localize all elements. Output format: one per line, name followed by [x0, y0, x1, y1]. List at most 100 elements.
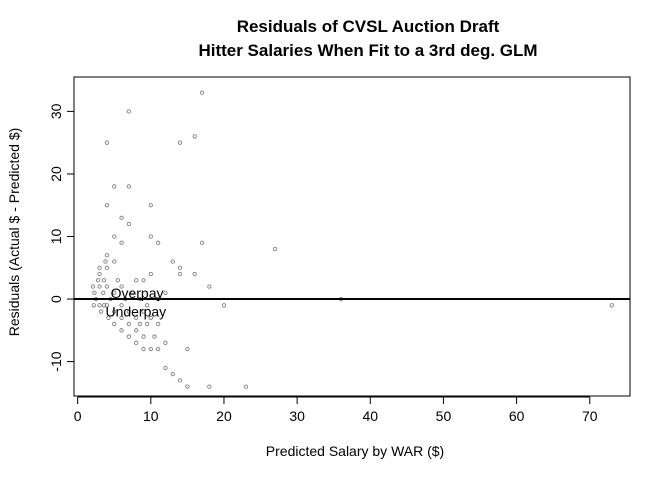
data-point	[97, 271, 102, 277]
data-point	[243, 384, 249, 389]
x-tick-label: 10	[143, 408, 159, 424]
data-point	[112, 290, 117, 295]
data-point	[119, 215, 124, 220]
x-tick-label: 30	[289, 408, 305, 424]
data-point	[148, 346, 153, 352]
data-point	[141, 346, 146, 352]
data-point	[609, 303, 614, 308]
data-point	[115, 278, 121, 283]
data-point	[97, 284, 102, 289]
data-point	[104, 140, 110, 145]
data-point	[177, 140, 183, 145]
data-point	[97, 303, 102, 308]
data-point	[112, 321, 117, 327]
data-point	[134, 328, 139, 333]
data-point	[112, 234, 117, 239]
data-point	[163, 340, 168, 345]
x-tick-label: 50	[436, 408, 452, 424]
x-axis: 0 10 20 30 40 50 60 70	[74, 396, 598, 424]
data-point	[126, 221, 132, 227]
y-axis: -10 0 10 20 30	[48, 103, 75, 372]
data-points	[90, 90, 614, 389]
data-point	[207, 384, 212, 389]
data-point	[104, 284, 110, 289]
data-point	[141, 278, 146, 283]
data-point	[137, 321, 142, 327]
data-point	[155, 346, 161, 352]
data-point	[148, 203, 153, 208]
data-point	[104, 303, 110, 308]
data-point	[130, 290, 135, 295]
data-point	[163, 290, 168, 295]
data-point	[141, 334, 146, 339]
data-point	[104, 265, 110, 270]
data-point	[148, 234, 153, 239]
annotation-overpay: Overpay	[111, 285, 164, 301]
data-point	[199, 90, 205, 95]
data-point	[92, 290, 97, 295]
data-point	[155, 321, 161, 327]
data-point	[163, 365, 168, 371]
data-point	[134, 315, 139, 320]
data-point	[177, 265, 183, 270]
data-point	[170, 259, 175, 264]
data-point	[101, 303, 107, 308]
data-point	[98, 309, 104, 314]
data-point	[141, 309, 146, 314]
x-axis-label: Predicted Salary by WAR ($)	[266, 443, 444, 459]
data-point	[145, 321, 150, 327]
data-point	[177, 378, 183, 383]
data-point	[119, 328, 124, 333]
data-point	[97, 265, 102, 270]
data-point	[106, 315, 111, 320]
x-tick-label: 20	[216, 408, 232, 424]
x-tick-label: 40	[363, 408, 379, 424]
data-point	[104, 203, 110, 208]
y-axis-label: Residuals (Actual $ - Predicted $)	[6, 128, 22, 337]
data-point	[90, 284, 96, 289]
data-point	[112, 309, 117, 314]
data-point	[170, 371, 175, 377]
y-tick-label: 0	[48, 295, 64, 303]
data-point	[126, 309, 132, 314]
data-point	[112, 184, 117, 189]
y-tick-label: 20	[48, 166, 64, 182]
chart-title: Residuals of CVSL Auction Draft	[237, 17, 500, 36]
data-point	[155, 240, 161, 245]
data-point	[134, 278, 139, 283]
data-point	[126, 334, 132, 339]
data-point	[134, 340, 139, 345]
data-point	[101, 278, 107, 283]
data-point	[104, 253, 110, 258]
data-point	[126, 184, 132, 189]
annotation-underpay: Underpay	[105, 304, 166, 320]
data-point	[199, 240, 205, 245]
x-tick-label: 70	[582, 408, 598, 424]
data-point	[95, 278, 101, 283]
data-point	[185, 346, 190, 352]
data-point	[119, 303, 124, 308]
data-point	[192, 134, 197, 139]
y-tick-label: 30	[48, 103, 64, 119]
data-point	[152, 334, 157, 339]
data-point	[192, 271, 197, 277]
data-point	[119, 315, 124, 320]
data-point	[126, 109, 132, 114]
data-point	[91, 303, 96, 308]
data-point	[221, 303, 227, 308]
data-point	[177, 271, 183, 277]
chart-subtitle: Hitter Salaries When Fit to a 3rd deg. G…	[198, 41, 537, 60]
data-point	[119, 284, 124, 289]
data-point	[126, 321, 132, 327]
data-point	[207, 284, 212, 289]
data-point	[145, 303, 150, 308]
data-point	[112, 259, 117, 264]
data-point	[148, 315, 153, 320]
y-tick-label: 10	[48, 229, 64, 245]
data-point	[273, 246, 278, 252]
data-point	[185, 384, 190, 389]
data-point	[119, 240, 124, 245]
x-tick-label: 60	[509, 408, 525, 424]
